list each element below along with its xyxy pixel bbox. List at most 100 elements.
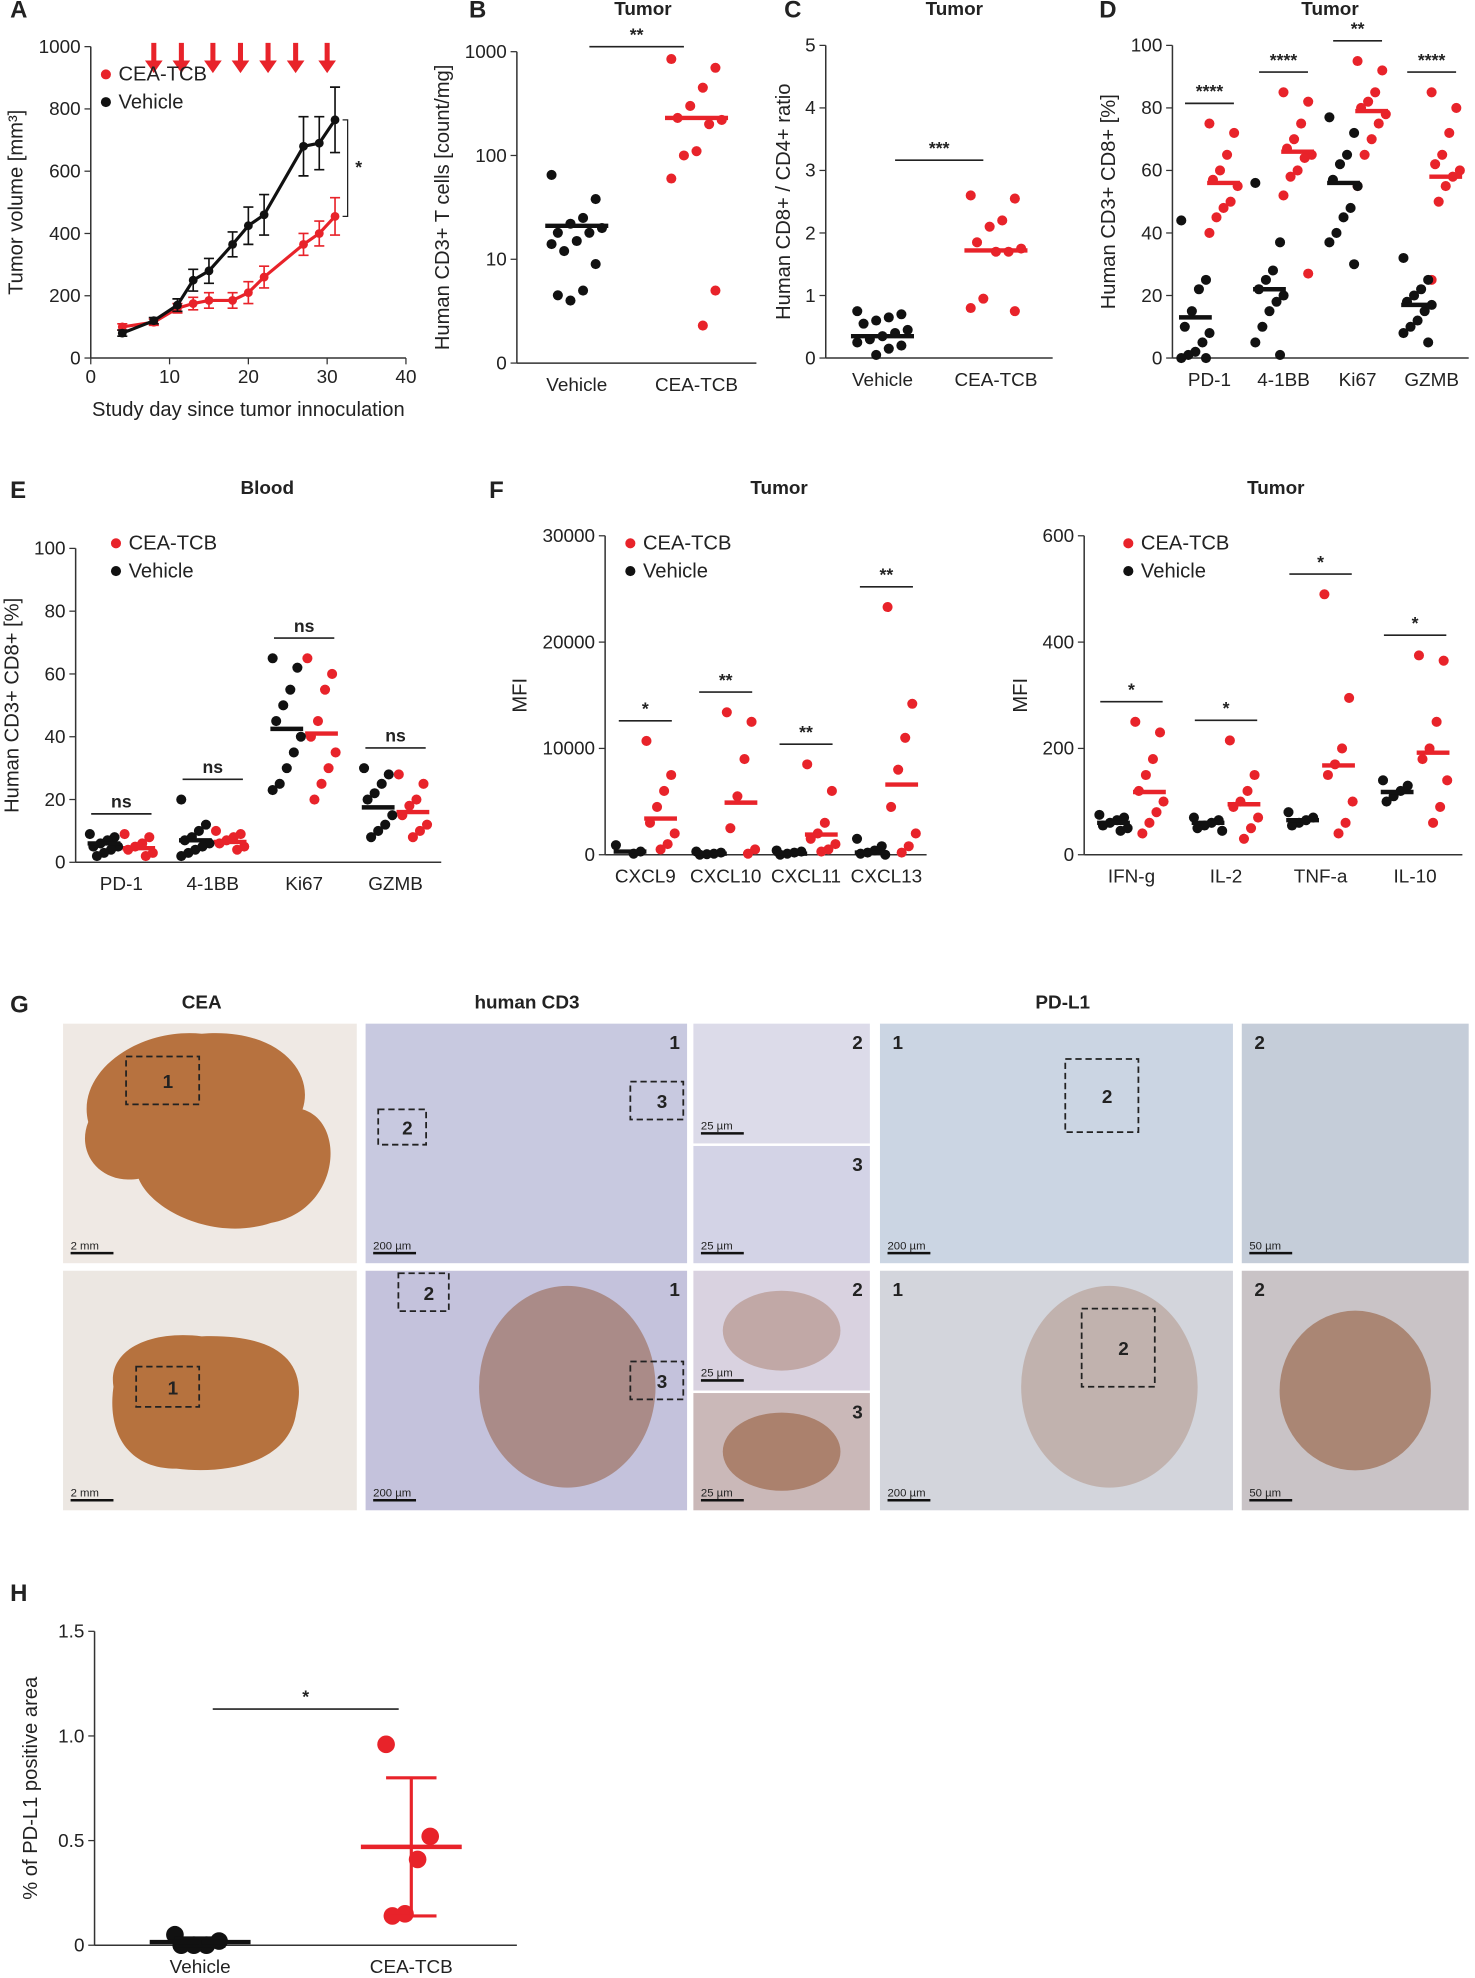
data-point (1349, 127, 1360, 138)
data-point (366, 832, 377, 843)
x-tick-label: IFN-g (1108, 866, 1155, 887)
scale-label: 50 µm (1249, 1240, 1281, 1252)
significance-label: ** (719, 670, 733, 690)
panel-letter: D (1099, 0, 1116, 24)
y-tick-label: 800 (49, 99, 81, 120)
y-tick-label: 0 (1064, 845, 1075, 866)
data-point (1363, 96, 1374, 107)
y-tick-label: 80 (45, 601, 66, 622)
data-point (1186, 306, 1197, 317)
data-point (662, 839, 673, 850)
stained-cells (722, 1290, 841, 1371)
data-point (259, 272, 269, 282)
x-tick-label: IL-10 (1394, 866, 1437, 887)
data-point (377, 1735, 395, 1754)
data-point (1402, 780, 1413, 791)
data-point (309, 794, 320, 805)
data-point (590, 258, 601, 270)
data-point (1250, 337, 1261, 348)
data-point (1283, 807, 1294, 818)
data-point (1423, 337, 1434, 348)
data-point (903, 841, 914, 852)
data-point (852, 337, 863, 348)
data-point (267, 653, 278, 664)
data-point (243, 288, 253, 298)
data-point (965, 302, 976, 314)
y-tick-label: 60 (45, 664, 66, 685)
data-point (984, 221, 995, 232)
significance-label: * (1223, 698, 1230, 718)
data-point (565, 295, 576, 306)
chart-title: Tumor (750, 478, 808, 499)
data-point (314, 138, 324, 148)
data-point (641, 735, 652, 747)
zoom-box-label: 3 (657, 1092, 668, 1113)
data-point (851, 833, 863, 844)
y-tick-label: 5 (805, 36, 816, 57)
data-point (1349, 259, 1360, 270)
y-tick-label: 40 (1141, 223, 1162, 244)
significance-label: ** (630, 24, 644, 44)
significance-label: * (1317, 552, 1324, 572)
y-tick-label: 1000 (39, 37, 81, 58)
data-point (1154, 727, 1166, 738)
chart-title: Tumor (614, 0, 672, 20)
legend-marker (100, 97, 111, 108)
data-point (652, 801, 663, 812)
scale-label: 50 µm (1249, 1487, 1281, 1499)
data-point (380, 819, 391, 830)
scale-label: 25 µm (701, 1240, 733, 1252)
x-tick-label: CXCL11 (771, 866, 841, 887)
data-point (84, 829, 95, 840)
data-point (1278, 87, 1289, 98)
significance-label: ns (111, 792, 132, 812)
scale-label: 25 µm (701, 1121, 733, 1133)
x-tick-label: Ki67 (1339, 370, 1377, 391)
x-tick-label: Vehicle (546, 375, 607, 396)
data-point (666, 53, 677, 65)
y-tick-label: 10000 (542, 739, 595, 760)
y-tick-label: 0.5 (58, 1831, 84, 1852)
data-point (1417, 754, 1428, 765)
tissue (112, 1335, 299, 1471)
data-point (149, 316, 159, 326)
data-point (421, 819, 433, 830)
column-header: human CD3 (474, 993, 579, 1014)
data-point (1438, 655, 1449, 666)
data-point (1416, 284, 1427, 295)
data-point (373, 825, 384, 836)
tile-number: 3 (852, 1402, 863, 1423)
data-point (228, 296, 238, 305)
data-point (590, 194, 601, 205)
legend-marker (1123, 538, 1134, 549)
data-point (1292, 165, 1303, 176)
data-point (1200, 352, 1212, 364)
scale-label: 200 µm (888, 1487, 926, 1499)
data-point (978, 293, 989, 304)
significance-label: *** (929, 138, 950, 158)
data-point (387, 810, 398, 821)
data-point (666, 769, 677, 781)
y-tick-label: 0 (496, 353, 507, 374)
data-point (299, 141, 308, 151)
data-point (578, 212, 589, 224)
data-point (295, 731, 306, 742)
legend-label: CEA-TCB (119, 64, 207, 86)
data-point (691, 146, 702, 157)
x-tick-label: IL-2 (1210, 866, 1243, 887)
x-tick-label: 20 (238, 367, 259, 388)
y-tick-label: 0 (55, 853, 66, 874)
micrograph (693, 1145, 870, 1264)
data-point (330, 115, 340, 125)
data-point (1278, 190, 1289, 201)
significance-label: **** (1418, 50, 1446, 70)
y-tick-label: 3 (805, 161, 816, 182)
micrograph (693, 1023, 870, 1144)
data-point (119, 829, 130, 840)
data-point (193, 825, 204, 836)
tile-number: 1 (893, 1033, 904, 1054)
panel-letter: F (489, 477, 504, 504)
data-point (710, 62, 721, 73)
data-point (408, 1850, 427, 1869)
y-tick-label: 2 (805, 223, 816, 244)
